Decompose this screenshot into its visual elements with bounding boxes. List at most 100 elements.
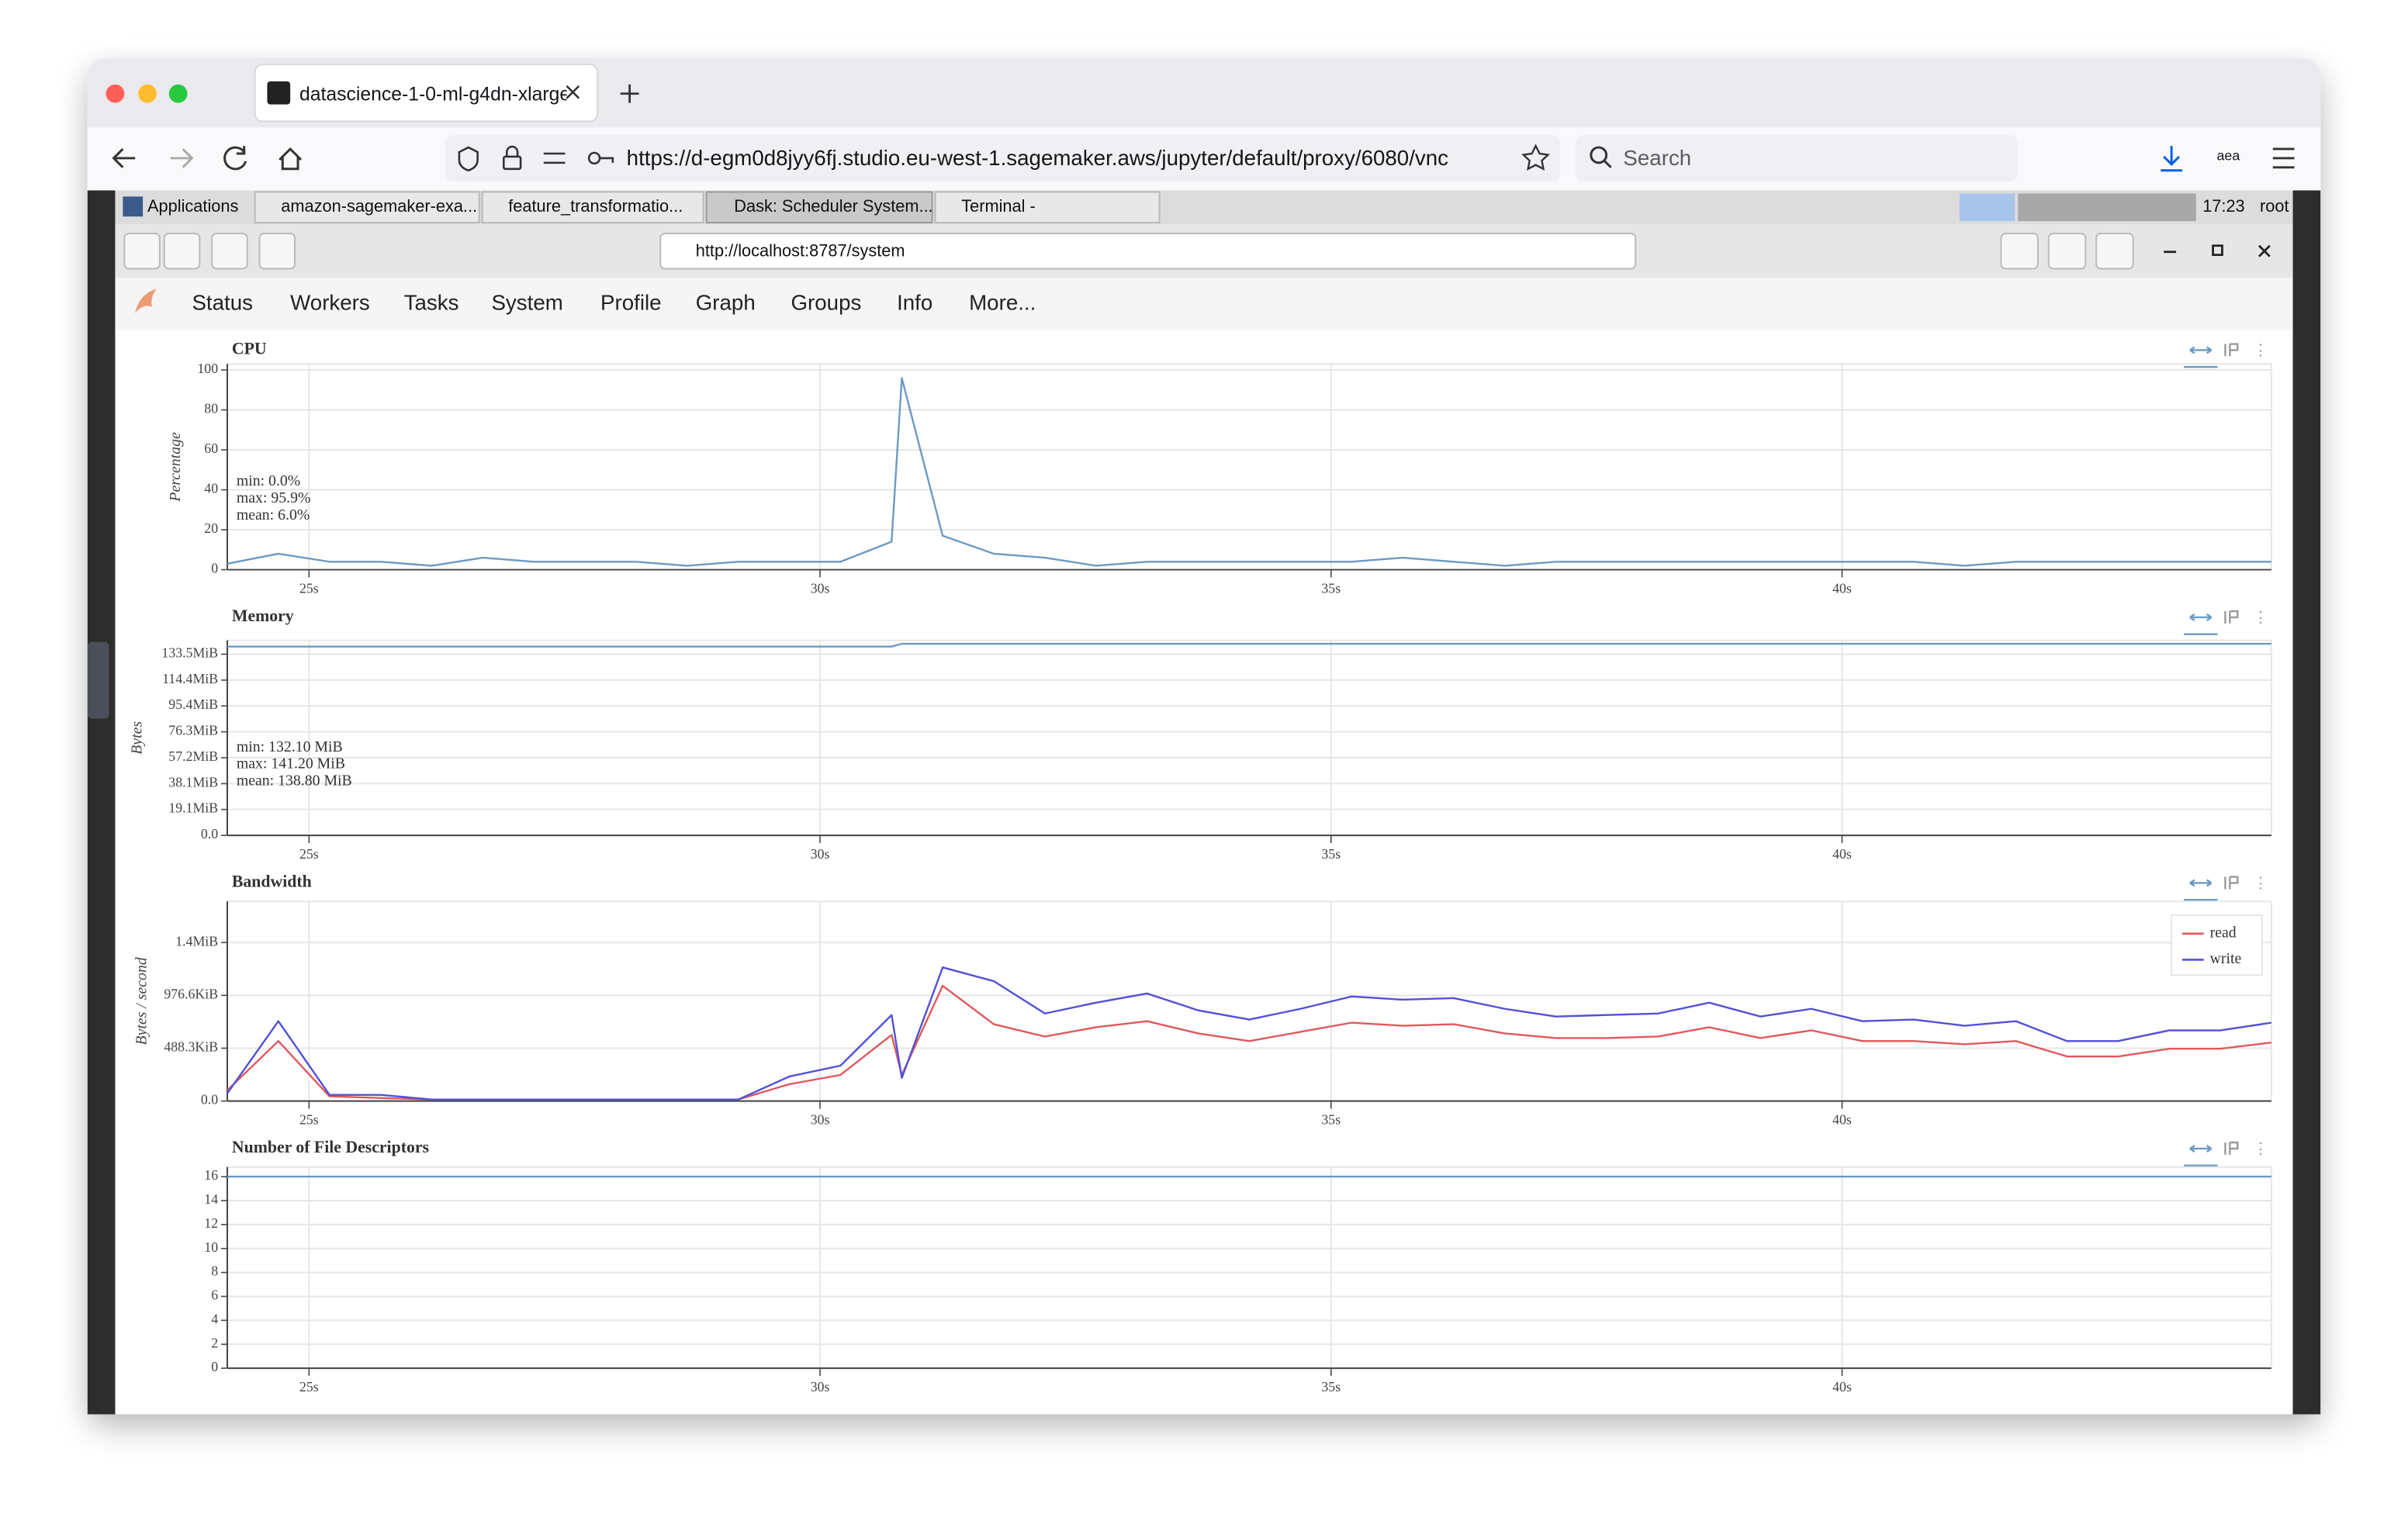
stat-annotation: min: 132.10 MiB xyxy=(237,738,343,755)
profile-text[interactable]: aea xyxy=(2217,148,2240,164)
y-tick-label: 4 xyxy=(211,1311,218,1326)
chart-tools[interactable] xyxy=(2224,343,2262,357)
inner-library[interactable] xyxy=(2047,232,2087,270)
inner-forward[interactable] xyxy=(163,232,201,270)
clock: 17:23 xyxy=(2202,196,2244,216)
nav-item[interactable]: Tasks xyxy=(404,290,459,314)
chart-tools[interactable] xyxy=(2224,876,2262,890)
back-button[interactable] xyxy=(112,148,136,168)
y-axis-label: Bytes / second xyxy=(133,957,150,1045)
inner-home[interactable] xyxy=(258,232,296,270)
chart-title: Memory xyxy=(232,607,294,625)
x-tick-label: 30s xyxy=(811,846,830,862)
url-bar[interactable] xyxy=(445,135,1561,181)
bookmark-star[interactable] xyxy=(1521,143,1551,171)
y-tick-label: 57.2MiB xyxy=(168,748,218,764)
workspaces[interactable] xyxy=(2018,193,2196,222)
inner-url-bar[interactable] xyxy=(659,232,1637,270)
x-tick-label: 25s xyxy=(299,846,319,862)
search-bar[interactable] xyxy=(1576,135,2019,181)
inner-menu[interactable] xyxy=(2095,232,2134,270)
user: root xyxy=(2260,196,2289,216)
x-tick-label: 30s xyxy=(811,1111,830,1127)
taskbar-button[interactable] xyxy=(481,191,704,224)
nav-item[interactable]: System xyxy=(491,290,562,314)
y-axis-label: Percentage xyxy=(167,432,184,503)
x-tick-label: 25s xyxy=(299,580,319,596)
chart-tools[interactable] xyxy=(2224,610,2262,624)
home-button[interactable] xyxy=(279,147,303,171)
reload-button[interactable] xyxy=(223,146,247,171)
y-tick-label: 16 xyxy=(204,1167,218,1183)
chart-tools[interactable] xyxy=(2224,1141,2262,1155)
x-tick-label: 40s xyxy=(1832,846,1852,862)
minimize-button[interactable] xyxy=(138,84,157,103)
y-tick-label: 80 xyxy=(204,401,218,416)
stat-annotation: max: 141.20 MiB xyxy=(237,755,345,772)
x-tick-label: 35s xyxy=(1321,846,1341,862)
pan-tool[interactable] xyxy=(2183,879,2218,901)
taskbar-button[interactable] xyxy=(934,191,1161,224)
new-tab[interactable] xyxy=(620,84,639,103)
legend-box xyxy=(2171,914,2263,976)
taskbar-item[interactable]: Applications xyxy=(147,196,238,216)
y-tick-label: 100 xyxy=(197,361,218,376)
y-tick-label: 19.1MiB xyxy=(168,800,218,816)
y-tick-label: 133.5MiB xyxy=(161,645,218,661)
app-menu[interactable] xyxy=(2272,147,2295,169)
workspace-active[interactable] xyxy=(1959,193,2015,222)
y-tick-label: 95.4MiB xyxy=(168,696,218,712)
y-axis-label: Bytes xyxy=(129,721,146,755)
x-tick-label: 25s xyxy=(299,1379,319,1394)
nav-item[interactable]: Groups xyxy=(791,290,861,314)
y-tick-label: 8 xyxy=(211,1263,218,1279)
y-tick-label: 60 xyxy=(204,441,218,456)
y-tick-label: 0 xyxy=(211,561,218,576)
y-tick-label: 76.3MiB xyxy=(168,723,218,738)
tab[interactable] xyxy=(254,64,599,123)
x-tick-label: 30s xyxy=(811,1379,830,1394)
zoom-button[interactable] xyxy=(168,84,188,103)
y-tick-label: 20 xyxy=(204,520,218,536)
nav-item[interactable]: Profile xyxy=(600,290,662,314)
tab-close[interactable] xyxy=(566,85,580,99)
inner-back[interactable] xyxy=(123,232,161,270)
taskbar-item[interactable]: feature_transformatio... xyxy=(508,196,683,216)
inner-reload[interactable] xyxy=(211,232,248,270)
nav-item[interactable]: More... xyxy=(969,290,1036,314)
y-tick-label: 38.1MiB xyxy=(168,775,218,790)
pan-tool[interactable] xyxy=(2183,1145,2218,1166)
shield-icon[interactable] xyxy=(458,146,479,172)
vnc-sidebar-handle[interactable] xyxy=(87,641,109,719)
pan-tool[interactable] xyxy=(2183,346,2218,368)
taskbar-button[interactable] xyxy=(254,191,480,224)
pan-tool[interactable] xyxy=(2183,613,2218,635)
nav-item[interactable]: Workers xyxy=(290,290,370,314)
data-line xyxy=(227,966,2271,1101)
taskbar-item[interactable]: amazon-sagemaker-exa... xyxy=(281,196,477,216)
permissions-icon[interactable] xyxy=(543,152,566,164)
inner-downloads[interactable] xyxy=(2000,232,2039,270)
nav-item[interactable]: Graph xyxy=(696,290,756,314)
taskbar-item[interactable]: Dask: Scheduler System... xyxy=(734,196,932,216)
forward-button[interactable] xyxy=(170,148,194,168)
applications-icon xyxy=(123,196,144,217)
search-icon xyxy=(1590,146,1608,164)
nav-item[interactable]: Info xyxy=(897,290,932,314)
key-icon[interactable] xyxy=(587,151,601,165)
inner-url: http://localhost:8787/system xyxy=(696,240,905,260)
close-button[interactable] xyxy=(106,84,125,103)
y-tick-label: 10 xyxy=(204,1239,218,1255)
lock-icon[interactable] xyxy=(503,155,522,171)
taskbar-item[interactable]: Terminal - xyxy=(961,196,1036,216)
taskbar-button-active[interactable] xyxy=(705,191,933,224)
search-icon-handle xyxy=(1604,160,1612,168)
dask-logo[interactable] xyxy=(135,289,157,313)
downloads-button[interactable] xyxy=(2161,146,2182,172)
nav-item[interactable]: Status xyxy=(192,290,253,314)
y-tick-label: 40 xyxy=(204,481,218,496)
tab-title: datascience-1-0-ml-g4dn-xlarge xyxy=(299,84,570,105)
inner-window-controls[interactable] xyxy=(2164,244,2271,257)
y-tick-label: 114.4MiB xyxy=(162,671,218,686)
